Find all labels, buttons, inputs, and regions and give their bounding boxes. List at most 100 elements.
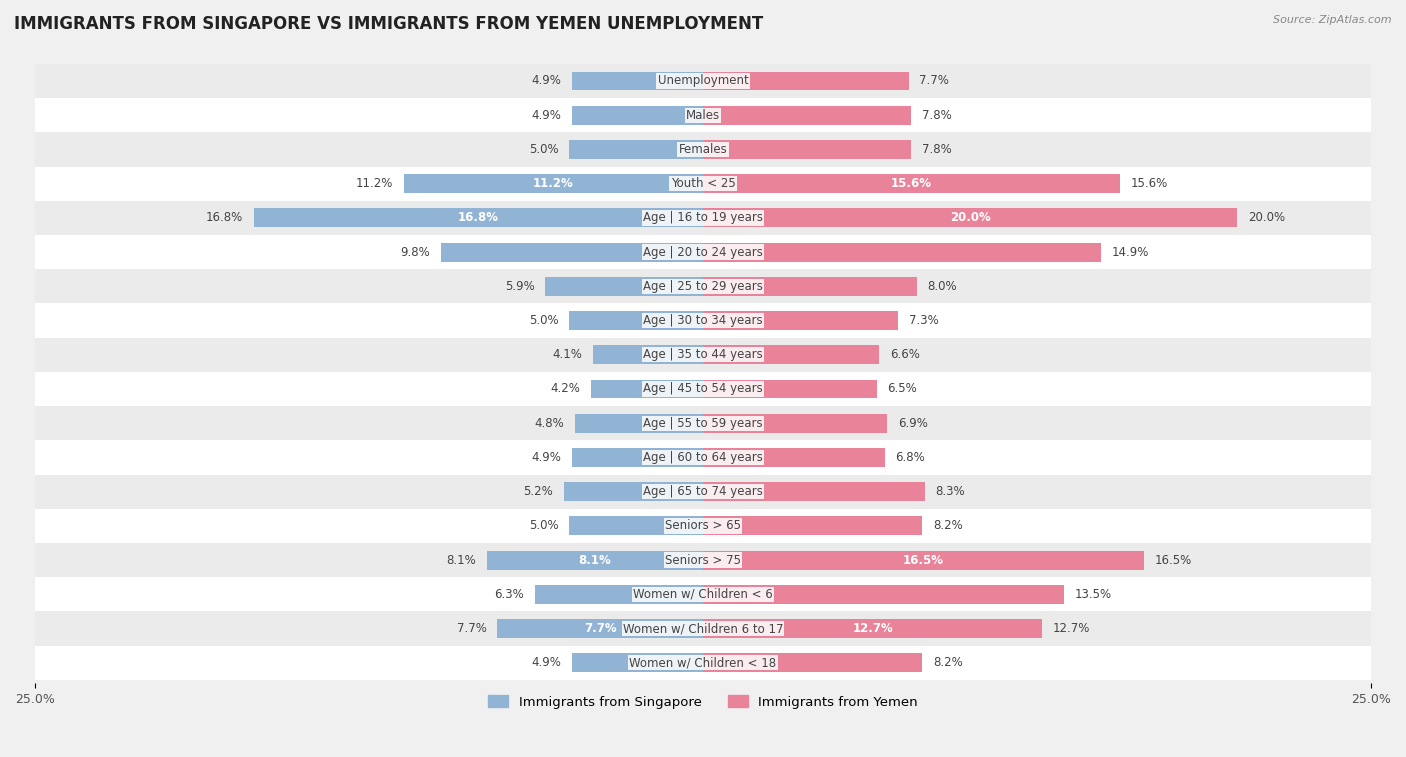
Text: 4.9%: 4.9% (531, 656, 561, 669)
Text: Women w/ Children 6 to 17: Women w/ Children 6 to 17 (623, 622, 783, 635)
Text: 7.7%: 7.7% (920, 74, 949, 88)
Bar (572, 653, 703, 672)
Text: Unemployment: Unemployment (658, 74, 748, 88)
Bar (703, 414, 887, 433)
Text: 20.0%: 20.0% (1249, 211, 1285, 224)
Text: Seniors > 65: Seniors > 65 (665, 519, 741, 532)
Text: 20.0%: 20.0% (950, 211, 991, 224)
Text: 4.1%: 4.1% (553, 348, 582, 361)
Text: 8.0%: 8.0% (928, 280, 957, 293)
Bar (572, 106, 703, 125)
Bar (703, 311, 898, 330)
Bar (35, 543, 1371, 578)
Bar (35, 509, 1371, 543)
Bar (703, 72, 908, 90)
Text: 4.9%: 4.9% (531, 74, 561, 88)
Bar (35, 406, 1371, 441)
Bar (593, 345, 703, 364)
Bar (35, 201, 1371, 235)
Text: 6.5%: 6.5% (887, 382, 917, 395)
Text: 6.8%: 6.8% (896, 451, 925, 464)
Bar (569, 516, 703, 535)
Text: 8.1%: 8.1% (446, 553, 475, 567)
Bar (703, 208, 1237, 227)
Bar (35, 167, 1371, 201)
Bar (572, 448, 703, 467)
Text: 9.8%: 9.8% (401, 245, 430, 259)
Text: Age | 16 to 19 years: Age | 16 to 19 years (643, 211, 763, 224)
Bar (703, 653, 922, 672)
Text: 5.9%: 5.9% (505, 280, 534, 293)
Text: Age | 20 to 24 years: Age | 20 to 24 years (643, 245, 763, 259)
Bar (703, 106, 911, 125)
Text: Age | 45 to 54 years: Age | 45 to 54 years (643, 382, 763, 395)
Text: Seniors > 75: Seniors > 75 (665, 553, 741, 567)
Text: 15.6%: 15.6% (891, 177, 932, 190)
Text: 7.8%: 7.8% (922, 109, 952, 122)
Bar (498, 619, 703, 638)
Text: Age | 30 to 34 years: Age | 30 to 34 years (643, 314, 763, 327)
Bar (35, 64, 1371, 98)
Bar (35, 132, 1371, 167)
Text: Age | 25 to 29 years: Age | 25 to 29 years (643, 280, 763, 293)
Bar (703, 550, 1144, 569)
Bar (703, 619, 1042, 638)
Text: 6.9%: 6.9% (898, 416, 928, 430)
Bar (569, 311, 703, 330)
Bar (564, 482, 703, 501)
Text: 5.0%: 5.0% (529, 519, 558, 532)
Text: Age | 60 to 64 years: Age | 60 to 64 years (643, 451, 763, 464)
Text: 4.8%: 4.8% (534, 416, 564, 430)
Bar (35, 235, 1371, 269)
Bar (35, 475, 1371, 509)
Bar (254, 208, 703, 227)
Text: 7.7%: 7.7% (583, 622, 616, 635)
Text: 4.9%: 4.9% (531, 451, 561, 464)
Bar (572, 72, 703, 90)
Text: 16.8%: 16.8% (207, 211, 243, 224)
Bar (35, 98, 1371, 132)
Text: 11.2%: 11.2% (356, 177, 394, 190)
Bar (703, 379, 877, 398)
Bar (703, 345, 879, 364)
Bar (441, 243, 703, 261)
Text: 7.7%: 7.7% (457, 622, 486, 635)
Bar (703, 482, 925, 501)
Text: Age | 65 to 74 years: Age | 65 to 74 years (643, 485, 763, 498)
Text: Source: ZipAtlas.com: Source: ZipAtlas.com (1274, 15, 1392, 25)
Text: 6.6%: 6.6% (890, 348, 920, 361)
Text: 8.1%: 8.1% (578, 553, 612, 567)
Text: Youth < 25: Youth < 25 (671, 177, 735, 190)
Text: IMMIGRANTS FROM SINGAPORE VS IMMIGRANTS FROM YEMEN UNEMPLOYMENT: IMMIGRANTS FROM SINGAPORE VS IMMIGRANTS … (14, 15, 763, 33)
Bar (703, 243, 1101, 261)
Text: 5.0%: 5.0% (529, 314, 558, 327)
Text: 5.2%: 5.2% (523, 485, 554, 498)
Bar (35, 338, 1371, 372)
Text: 16.5%: 16.5% (903, 553, 943, 567)
Text: 16.8%: 16.8% (458, 211, 499, 224)
Text: 8.2%: 8.2% (932, 519, 963, 532)
Text: 13.5%: 13.5% (1074, 588, 1112, 601)
Bar (534, 585, 703, 604)
Bar (35, 612, 1371, 646)
Text: 8.2%: 8.2% (932, 656, 963, 669)
Bar (35, 372, 1371, 406)
Text: 12.7%: 12.7% (852, 622, 893, 635)
Text: 7.8%: 7.8% (922, 143, 952, 156)
Bar (35, 646, 1371, 680)
Text: Women w/ Children < 6: Women w/ Children < 6 (633, 588, 773, 601)
Text: Age | 35 to 44 years: Age | 35 to 44 years (643, 348, 763, 361)
Bar (35, 441, 1371, 475)
Text: 11.2%: 11.2% (533, 177, 574, 190)
Bar (591, 379, 703, 398)
Text: 8.3%: 8.3% (935, 485, 965, 498)
Text: Males: Males (686, 109, 720, 122)
Bar (703, 516, 922, 535)
Bar (486, 550, 703, 569)
Bar (703, 277, 917, 296)
Text: 15.6%: 15.6% (1130, 177, 1168, 190)
Bar (703, 448, 884, 467)
Text: Age | 55 to 59 years: Age | 55 to 59 years (643, 416, 763, 430)
Text: 5.0%: 5.0% (529, 143, 558, 156)
Bar (35, 304, 1371, 338)
